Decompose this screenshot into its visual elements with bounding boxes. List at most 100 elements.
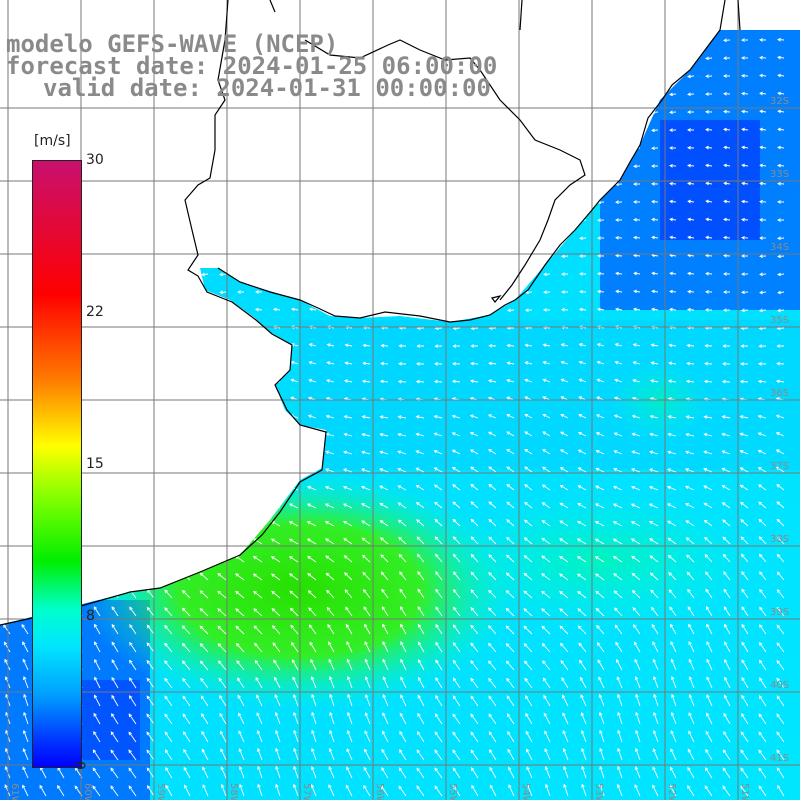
wind-arrow bbox=[632, 307, 641, 312]
wind-arrow bbox=[523, 625, 533, 635]
wind-arrow bbox=[21, 128, 29, 133]
wind-arrow bbox=[417, 641, 425, 653]
wind-arrow bbox=[507, 748, 515, 761]
wind-arrow bbox=[687, 217, 695, 222]
wind-arrow bbox=[561, 677, 569, 689]
wind-arrow bbox=[309, 271, 317, 276]
wind-arrow bbox=[361, 432, 371, 437]
wind-arrow bbox=[399, 606, 407, 617]
wind-arrow bbox=[452, 344, 461, 348]
wind-arrow bbox=[20, 361, 29, 365]
wind-arrow bbox=[218, 466, 227, 473]
wind-arrow bbox=[525, 200, 533, 205]
wind-arrow bbox=[759, 38, 767, 42]
wind-arrow bbox=[723, 588, 731, 599]
wind-arrow bbox=[362, 571, 371, 581]
wind-arrow bbox=[471, 290, 479, 295]
wind-arrow bbox=[630, 521, 641, 527]
wind-arrow bbox=[649, 450, 659, 455]
wind-arrow bbox=[309, 110, 317, 115]
wind-arrow bbox=[146, 731, 155, 743]
wind-arrow bbox=[327, 624, 335, 635]
wind-arrow bbox=[127, 449, 137, 455]
wind-arrow bbox=[289, 432, 299, 437]
wind-arrow bbox=[19, 414, 29, 419]
wind-arrow bbox=[578, 378, 587, 383]
wind-arrow bbox=[471, 163, 479, 168]
wind-arrow bbox=[777, 91, 785, 96]
wind-arrow bbox=[685, 415, 695, 419]
wind-arrow bbox=[93, 109, 101, 114]
wind-arrow bbox=[524, 484, 533, 491]
wind-arrow bbox=[723, 74, 730, 78]
wind-arrow bbox=[292, 676, 299, 689]
wind-arrow bbox=[434, 362, 443, 366]
wind-arrow bbox=[653, 711, 659, 725]
wind-arrow bbox=[669, 199, 677, 204]
wind-arrow bbox=[649, 432, 659, 437]
wind-arrow bbox=[109, 432, 119, 437]
wind-arrow bbox=[379, 379, 389, 384]
wind-arrow bbox=[254, 659, 263, 671]
wind-arrow bbox=[685, 468, 695, 473]
wind-arrow bbox=[237, 146, 245, 151]
wind-arrow bbox=[524, 431, 533, 437]
wind-arrow bbox=[343, 538, 353, 545]
wind-arrow bbox=[326, 606, 335, 617]
wind-arrow bbox=[741, 571, 749, 581]
wind-arrow bbox=[633, 164, 641, 169]
wind-arrow bbox=[129, 571, 137, 581]
wind-arrow bbox=[109, 450, 119, 455]
wind-arrow bbox=[308, 360, 317, 365]
colorbar bbox=[32, 160, 82, 768]
wind-arrow bbox=[398, 344, 407, 348]
wind-arrow bbox=[453, 181, 461, 186]
wind-arrow bbox=[597, 289, 605, 294]
wind-arrow bbox=[453, 254, 461, 259]
wind-arrow bbox=[217, 573, 227, 581]
wind-arrow bbox=[612, 538, 623, 545]
wind-arrow bbox=[670, 658, 677, 671]
wind-arrow bbox=[91, 379, 101, 384]
wind-arrow bbox=[237, 236, 245, 241]
colorbar-tick-22: 22 bbox=[86, 304, 104, 320]
wind-arrow bbox=[164, 344, 173, 348]
wind-arrow bbox=[688, 641, 695, 653]
wind-arrow bbox=[777, 109, 785, 114]
wind-arrow bbox=[669, 271, 677, 276]
wind-arrow bbox=[559, 449, 569, 455]
wind-arrow bbox=[379, 468, 389, 473]
wind-arrow bbox=[218, 449, 227, 455]
wind-arrow bbox=[505, 660, 515, 671]
wind-arrow bbox=[255, 110, 263, 115]
wind-arrow bbox=[581, 747, 587, 761]
wind-arrow bbox=[757, 449, 767, 455]
wind-arrow bbox=[19, 538, 29, 545]
wind-arrow bbox=[109, 415, 119, 419]
wind-arrow bbox=[199, 572, 209, 581]
wind-arrow bbox=[507, 730, 515, 743]
wind-arrow bbox=[255, 128, 263, 133]
wind-arrow bbox=[379, 450, 389, 455]
wind-arrow bbox=[255, 218, 263, 223]
wind-arrow bbox=[722, 749, 731, 761]
wind-arrow bbox=[19, 468, 29, 473]
wind-arrow bbox=[326, 379, 335, 383]
wind-arrow bbox=[346, 729, 353, 743]
wind-arrow bbox=[471, 182, 479, 186]
wind-arrow bbox=[561, 218, 569, 223]
wind-arrow bbox=[3, 200, 11, 204]
wind-arrow bbox=[635, 729, 641, 743]
wind-arrow bbox=[399, 271, 407, 276]
wind-arrow bbox=[397, 519, 407, 527]
wind-arrow bbox=[723, 606, 731, 617]
wind-arrow bbox=[345, 217, 353, 222]
wind-arrow bbox=[289, 573, 299, 581]
wind-arrow bbox=[687, 145, 695, 150]
wind-arrow bbox=[507, 55, 515, 60]
wind-arrow bbox=[182, 695, 191, 707]
wind-arrow bbox=[111, 235, 119, 240]
wind-arrow bbox=[615, 271, 623, 276]
wind-arrow bbox=[417, 181, 425, 186]
wind-arrow bbox=[525, 272, 533, 277]
